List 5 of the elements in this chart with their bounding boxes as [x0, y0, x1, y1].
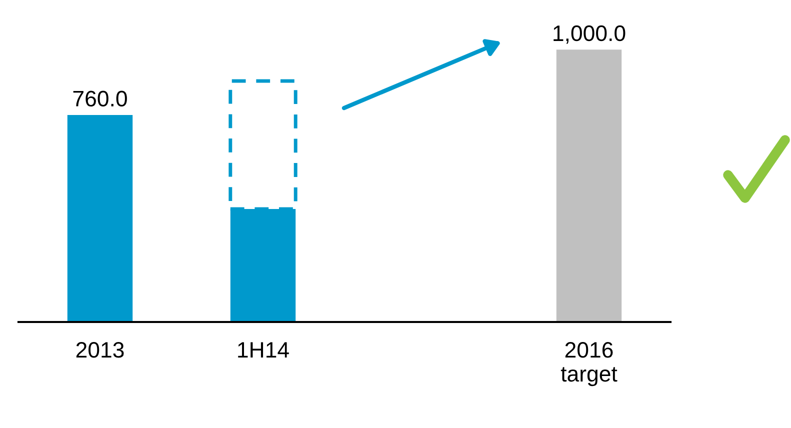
data-label: 760.0: [73, 90, 127, 107]
x-tick-label: 1H14: [238, 342, 289, 358]
x-tick-label: 2016 target: [560, 342, 618, 386]
x-tick-label: 2013: [76, 342, 124, 358]
data-label: 1,000.0: [554, 25, 626, 44]
